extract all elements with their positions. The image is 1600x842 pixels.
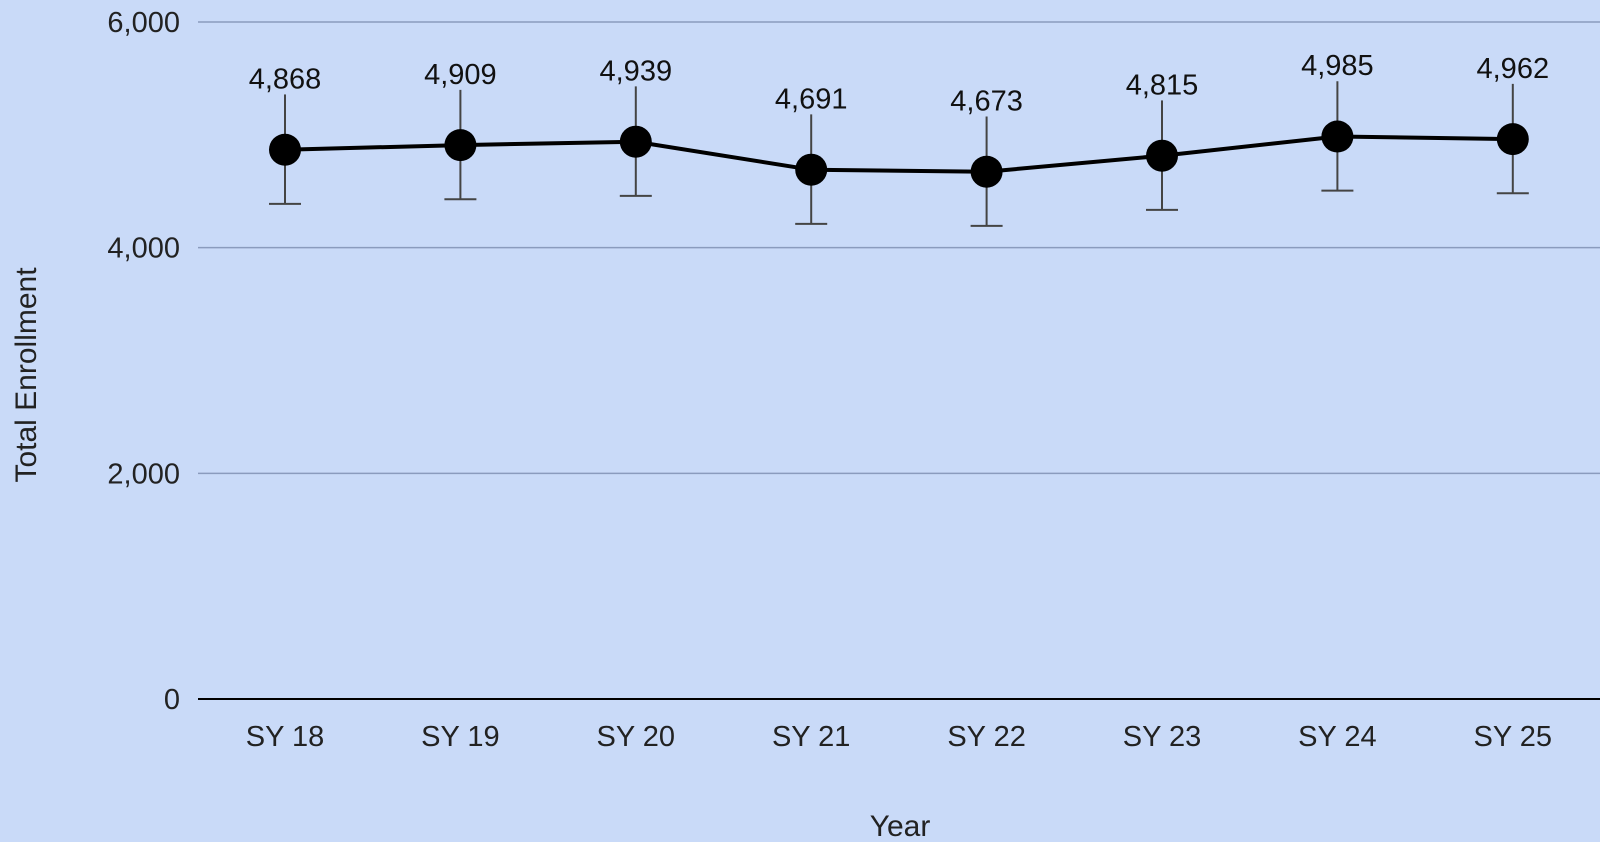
x-tick-label: SY 19 (421, 721, 499, 753)
data-point (1496, 123, 1529, 156)
data-points (269, 120, 1529, 188)
data-point (619, 125, 652, 158)
gridlines (198, 21, 1600, 700)
data-point (269, 133, 301, 166)
series-line-path (284, 134, 1513, 174)
series-line (284, 134, 1513, 174)
x-tick-labels: SY 18 SY 19 SY 20 SY 21 SY 22 SY 23 SY 24 SY 25 (246, 721, 1552, 753)
x-tick-label: SY 20 (597, 721, 675, 753)
data-label: 4,691 (775, 83, 848, 115)
data-label: 4,815 (1126, 69, 1199, 101)
x-tick-label: SY 22 (947, 721, 1025, 753)
data-point (1321, 120, 1354, 153)
data-point (1146, 139, 1178, 172)
x-tick-label: SY 18 (246, 721, 324, 753)
y-tick-label: 2,000 (107, 458, 180, 490)
data-label: 4,962 (1477, 53, 1550, 85)
y-axis-title: Total Enrollment (10, 267, 43, 483)
y-tick-label: 4,000 (107, 233, 180, 265)
data-labels: 4,868 4,909 4,939 4,691 4,673 4,815 4,985 4,962 (249, 50, 1549, 117)
data-label: 4,673 (950, 85, 1023, 117)
y-tick-label: 6,000 (107, 7, 180, 39)
x-tick-label: SY 23 (1123, 721, 1201, 753)
data-label: 4,985 (1301, 50, 1374, 82)
data-label: 4,868 (249, 63, 322, 95)
x-tick-label: SY 24 (1298, 721, 1376, 753)
data-point (795, 153, 828, 186)
x-tick-label: SY 21 (772, 721, 850, 753)
data-label: 4,939 (600, 55, 673, 87)
data-point (970, 155, 1003, 188)
data-label: 4,909 (424, 59, 497, 91)
y-tick-label: 0 (164, 684, 180, 716)
data-point (444, 129, 477, 162)
y-tick-labels: 0 2,000 4,000 6,000 (107, 7, 180, 716)
x-tick-label: SY 25 (1474, 721, 1552, 753)
x-axis-title: Year (870, 810, 931, 842)
